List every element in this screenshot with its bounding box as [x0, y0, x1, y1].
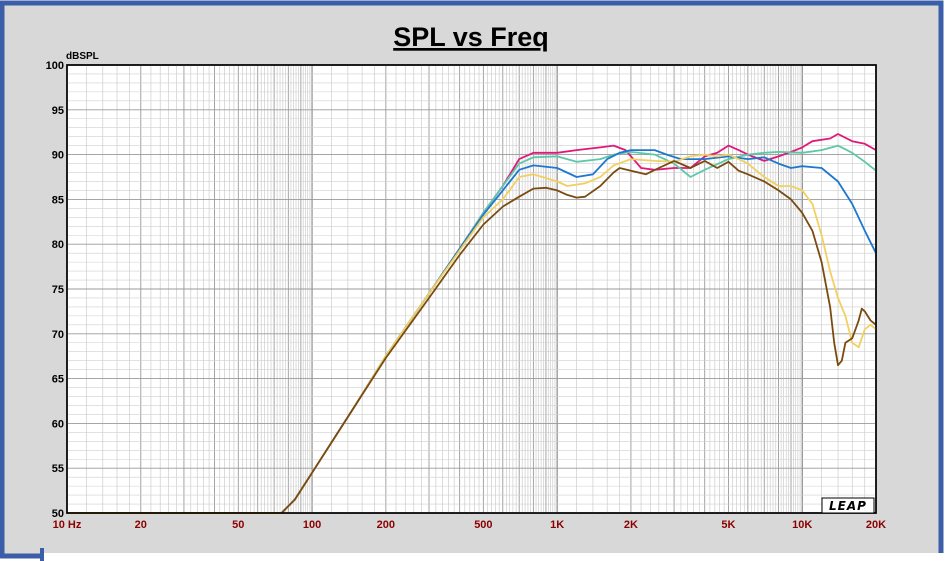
x-tick-label: 20 — [135, 519, 147, 531]
y-tick-label: 80 — [52, 239, 64, 251]
leap-logo-text: LEAP — [829, 499, 867, 513]
series-line-4 — [67, 153, 877, 514]
x-tick-label: 10K — [792, 519, 812, 531]
chart-title: SPL vs Freq — [393, 22, 549, 52]
series-layer — [67, 133, 877, 514]
y-tick-label: 95 — [52, 105, 64, 117]
y-tick-label: 100 — [46, 60, 64, 72]
series-line-5 — [67, 159, 877, 514]
x-tick-label: 1K — [550, 519, 564, 531]
y-tick-label: 75 — [52, 284, 64, 296]
x-tick-labels: 10 Hz 20 50 100 200 500 1K 2K 5K 10K 20K — [53, 519, 887, 531]
y-tick-label: 60 — [52, 418, 64, 430]
y-tick-label: 50 — [52, 508, 64, 520]
x-tick-label: 2K — [624, 519, 638, 531]
y-tick-label: 70 — [52, 329, 64, 341]
y-tick-label: 85 — [52, 194, 64, 206]
x-tick-label: 5K — [721, 519, 735, 531]
y-tick-label: 90 — [52, 150, 64, 162]
x-tick-label: 200 — [377, 519, 395, 531]
y-axis-label: dBSPL — [66, 51, 99, 62]
y-tick-label: 55 — [52, 463, 64, 475]
x-tick-label: 20K — [866, 519, 886, 531]
x-tick-label: 10 Hz — [53, 519, 82, 531]
x-tick-label: 50 — [232, 519, 244, 531]
x-tick-label: 100 — [303, 519, 321, 531]
y-tick-label: 65 — [52, 374, 64, 386]
x-tick-label: 500 — [474, 519, 492, 531]
y-tick-labels: 50 55 60 65 70 75 80 85 90 95 100 — [46, 60, 64, 520]
leap-logo: LEAP — [821, 497, 875, 514]
